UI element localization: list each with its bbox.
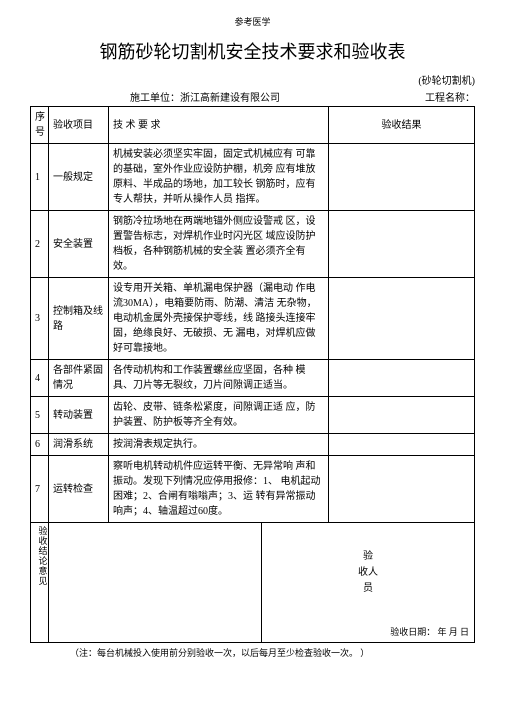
conclusion-label: 验收结论意见	[31, 523, 49, 643]
page-title: 钢筋砂轮切割机安全技术要求和验收表	[30, 38, 475, 64]
col-header-item: 验收项目	[49, 107, 109, 144]
table-row: 3 控制箱及线路 设专用开关箱、单机漏电保护器（漏电动 作电流30MA），电箱要…	[31, 278, 475, 360]
col-header-num: 序号	[31, 107, 49, 144]
table-row: 6 润滑系统 按润滑表规定执行。	[31, 434, 475, 456]
date-label: 验收日期： 年 月 日	[262, 623, 474, 643]
footer-note: （注：每台机械投入使用前分别验收一次，以后每月至少检查验收一次。 ）	[30, 646, 475, 659]
col-header-result: 验收结果	[329, 107, 475, 144]
construction-unit: 施工单位：浙江高新建设有限公司	[130, 89, 280, 104]
inspection-table: 序号 验收项目 技 术 要 求 验收结果 1 一般规定 机械安装必须坚实牢固，固…	[30, 106, 475, 643]
table-row: 5 转动装置 齿轮、皮带、链条松紧度，间隙调正适 应，防护装置、防护板等齐全有效…	[31, 397, 475, 434]
subtitle: (砂轮切割机)	[418, 72, 475, 87]
conclusion-content	[49, 523, 262, 642]
project-name-label: 工程名称：	[425, 89, 475, 104]
table-row: 1 一般规定 机械安装必须坚实牢固，固定式机械应有 可靠的基础，室外作业应设防护…	[31, 144, 475, 211]
sign-label: 验 收人 员	[262, 523, 474, 623]
table-row: 4 各部件紧固情况 各传动机构和工作装置螺丝应坚固，各种 模具、刀片等无裂纹，刀…	[31, 360, 475, 397]
table-row: 2 安全装置 钢筋冷拉场地在两端地锚外侧应设警戒 区，设置警告标志，对焊机作业时…	[31, 211, 475, 278]
conclusion-row: 验收结论意见 验 收人 员 验收日期： 年 月 日	[31, 523, 475, 643]
header-small: 参考医学	[30, 15, 475, 28]
table-row: 7 运转检查 察听电机转动机件应运转平衡、无异常响 声和振动。发现下列情况应停用…	[31, 456, 475, 523]
col-header-req: 技 术 要 求	[109, 107, 329, 144]
